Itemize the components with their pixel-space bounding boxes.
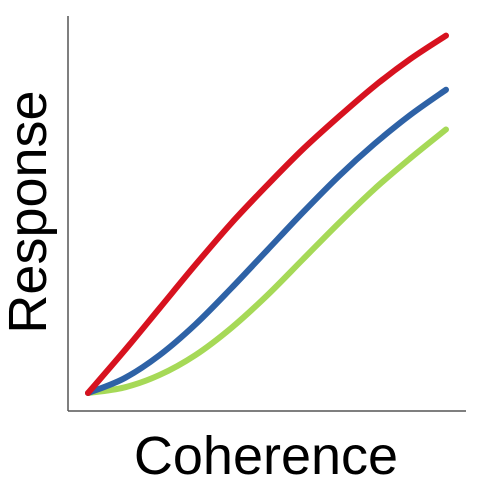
y-axis-label: Response — [0, 90, 58, 333]
series-line-2 — [85, 86, 449, 396]
series-line-1 — [85, 32, 449, 396]
x-axis-label: Coherence — [134, 426, 398, 480]
series-line-3 — [85, 126, 449, 396]
series-layer — [85, 32, 449, 396]
